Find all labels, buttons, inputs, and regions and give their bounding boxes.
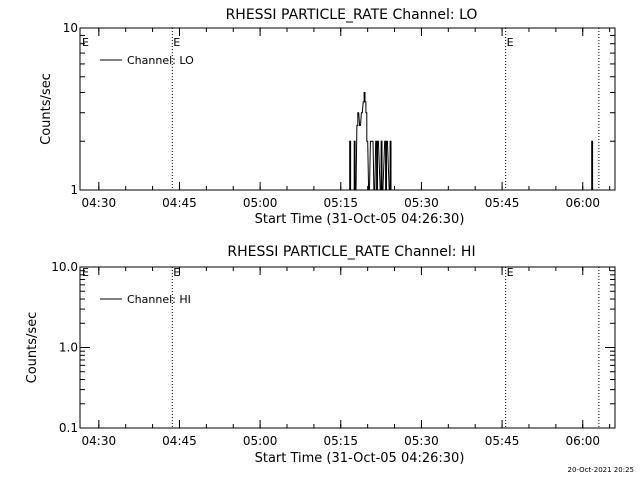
x-tick-label: 05:00: [243, 434, 278, 448]
y-tick-label: 10: [63, 21, 78, 35]
x-tick-label: 05:30: [404, 196, 439, 210]
x-tick-label: 04:45: [162, 434, 197, 448]
series-line: [348, 92, 594, 191]
chart-panel-2: RHESSI PARTICLE_RATE Channel: HI 0.1 1.0 10…: [25, 244, 616, 466]
x-axis-label: Start Time (31-Oct-05 04:26:30): [255, 451, 465, 466]
footer-timestamp: 20-Oct-2021 20:25: [567, 466, 634, 474]
y-tick-label: 1: [70, 183, 78, 197]
plot-frame: [79, 27, 616, 191]
x-tick-label: 05:45: [485, 434, 520, 448]
x-tick-label: 05:45: [485, 196, 520, 210]
event-marker-label-left: E: [82, 36, 89, 49]
event-marker-label: E: [507, 266, 514, 279]
y-tick-label: 1.0: [59, 341, 78, 355]
event-marker-label-left: E: [82, 266, 89, 279]
event-marker-label: E: [507, 36, 514, 49]
x-tick-label: 05:15: [323, 434, 358, 448]
x-tick-label: 04:45: [162, 196, 197, 210]
y-tick-label: 10.0: [51, 260, 78, 274]
y-axis-label: Counts/sec: [25, 312, 40, 384]
x-tick-label: 04:30: [82, 434, 117, 448]
chart-title: RHESSI PARTICLE_RATE Channel: HI: [227, 244, 475, 260]
event-marker-label: E: [173, 36, 180, 49]
x-axis-label: Start Time (31-Oct-05 04:26:30): [255, 212, 465, 227]
event-marker-label: E: [173, 266, 180, 279]
legend-label: Channel: LO: [127, 54, 194, 67]
y-axis-label: Counts/sec: [39, 73, 54, 145]
chart-panel-1: RHESSI PARTICLE_RATE Channel: LO 1 10 04:30…: [39, 7, 616, 227]
x-tick-label: 06:00: [565, 434, 600, 448]
chart-title: RHESSI PARTICLE_RATE Channel: LO: [226, 7, 478, 23]
x-tick-label: 04:30: [82, 196, 117, 210]
y-tick-label: 0.1: [59, 421, 78, 435]
legend-label: Channel: HI: [127, 293, 191, 306]
x-tick-label: 05:00: [243, 196, 278, 210]
x-tick-label: 05:15: [323, 196, 358, 210]
x-tick-label: 06:00: [565, 196, 600, 210]
x-tick-label: 05:30: [404, 434, 439, 448]
plot-frame: [79, 266, 616, 429]
